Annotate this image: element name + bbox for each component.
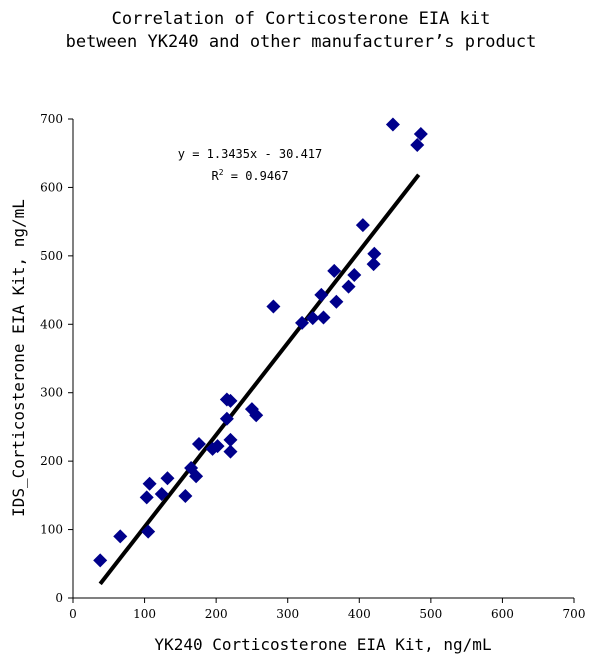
chart-title: Correlation of Corticosterone EIA kit [111,9,491,29]
data-point [223,444,238,459]
y-tick-label: 600 [40,180,63,194]
y-axis-ticks: 0 100 200 300 400 500 600 700 [40,112,73,605]
data-point [191,437,206,452]
data-point [316,310,331,325]
data-point [355,218,370,233]
data-points [93,117,428,568]
data-point [366,257,381,272]
data-point [410,138,425,153]
trendline-equation: y = 1.3435x - 30.417 [178,147,323,161]
y-tick-label: 500 [40,249,63,263]
data-point [178,489,193,504]
data-point [160,471,175,486]
data-point [139,490,154,505]
data-point [413,127,428,142]
data-point [327,263,342,278]
axes [72,119,574,599]
data-point [249,408,264,423]
y-tick-label: 0 [55,591,63,605]
x-tick-label: 700 [563,607,586,621]
data-point [223,432,238,447]
data-point [305,311,320,326]
y-axis-label: IDS_Corticosterone EIA Kit, ng/mL [9,199,28,517]
r-squared-label: R2 = 0.9467 [211,168,288,183]
data-point [93,553,108,568]
x-tick-label: 100 [133,607,156,621]
data-point [295,315,310,330]
y-tick-label: 200 [40,454,63,468]
x-tick-label: 500 [419,607,442,621]
data-point [210,439,225,454]
x-tick-label: 200 [205,607,228,621]
data-point [113,529,128,544]
data-point [266,299,281,314]
y-tick-label: 700 [40,112,63,126]
x-tick-label: 600 [491,607,514,621]
y-tick-label: 100 [40,523,63,537]
x-tick-label: 300 [276,607,299,621]
trendline [98,173,421,586]
data-point [314,287,329,302]
x-axis-ticks: 0 100 200 300 400 500 600 700 [69,598,585,621]
chart-subtitle: between YK240 and other manufacturer’s p… [65,32,537,52]
data-point [219,411,234,426]
data-point [154,486,169,501]
y-tick-label: 300 [40,386,63,400]
x-tick-label: 400 [348,607,371,621]
y-tick-label: 400 [40,317,63,331]
data-point [385,117,400,132]
x-tick-label: 0 [69,607,77,621]
data-point [329,294,344,309]
data-point [223,393,238,408]
data-point [142,476,157,491]
data-point [367,246,382,261]
data-point [141,524,156,539]
data-point [341,279,356,294]
x-axis-label: YK240 Corticosterone EIA Kit, ng/mL [154,635,491,654]
data-point [347,268,362,283]
data-point [189,469,204,484]
